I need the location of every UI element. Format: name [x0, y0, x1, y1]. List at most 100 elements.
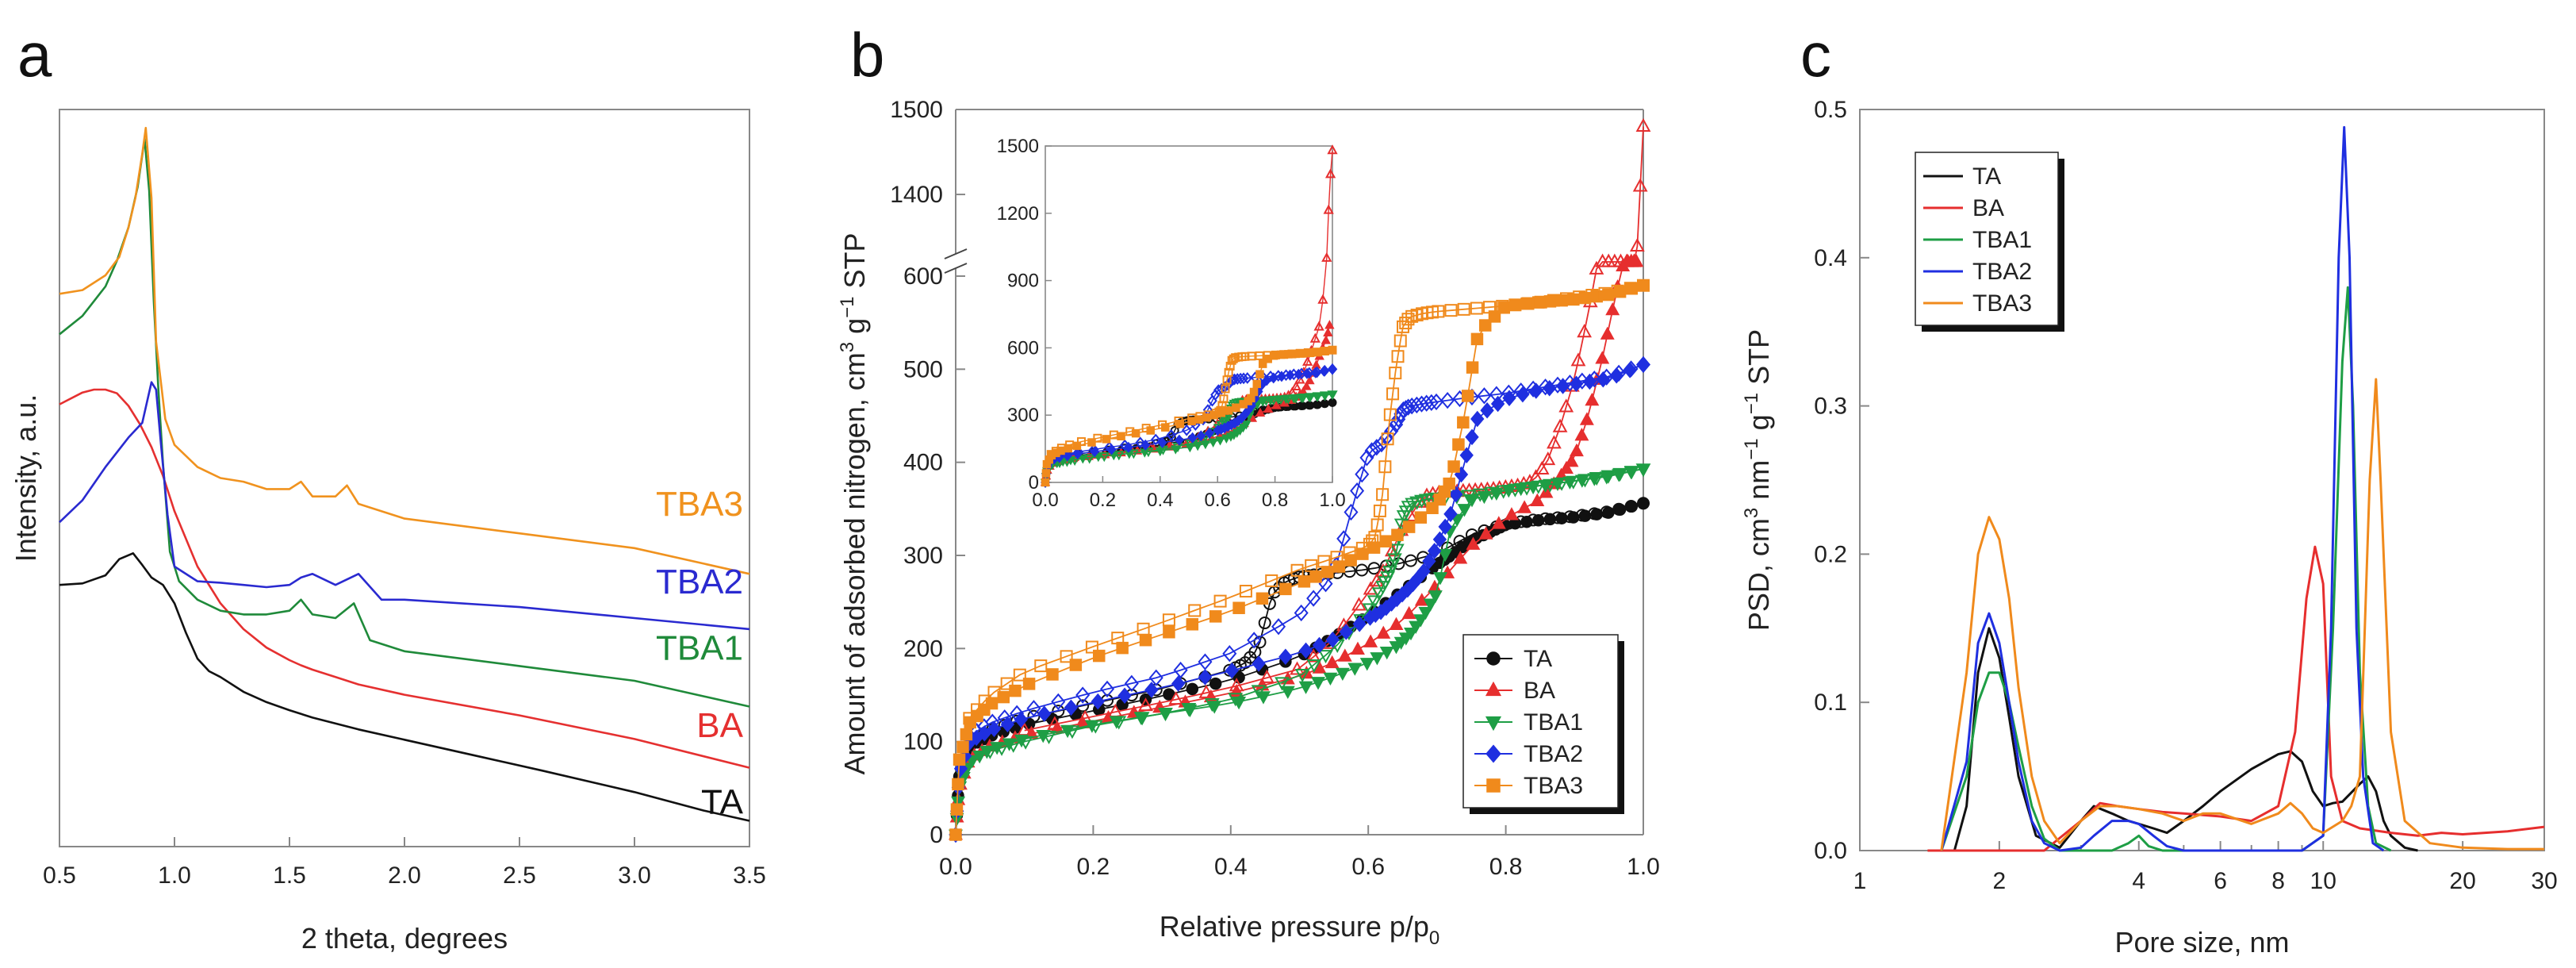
- panel-b-point-tba3: [1363, 537, 1376, 551]
- panel-b-point-ba: [1629, 237, 1645, 252]
- panel-c-xtick-label: 20: [2449, 868, 2475, 894]
- panel-b-ytick-label: 300: [903, 543, 943, 569]
- panel-b-point-tba3: [1389, 367, 1402, 380]
- panel-b-inset-point-tba2: [1089, 444, 1099, 455]
- panel-b-point-ba: [1259, 669, 1275, 683]
- panel-b-point-ba: [1632, 178, 1648, 192]
- panel-b-point-tba1: [1134, 712, 1150, 726]
- panel-b-point-ba: [1595, 351, 1610, 364]
- panel-b-point-tba2: [1636, 356, 1650, 373]
- panel-b-legend-marker-tba2: [1485, 744, 1501, 763]
- panel-b-point-tba1: [1087, 720, 1103, 734]
- panel-b-point-tba3: [1009, 684, 1022, 697]
- panel-c-xlabel: Pore size, nm: [2114, 926, 2289, 958]
- panel-b-point-tba3: [1399, 317, 1413, 330]
- panel-b-point-tba1: [1379, 647, 1394, 660]
- panel-b-inset-point-tba3: [1263, 351, 1272, 360]
- panel-b-point-ta: [1052, 705, 1065, 718]
- panel-b-legend-marker-ta: [1486, 651, 1501, 666]
- panel-b-point-tba3: [1637, 278, 1650, 292]
- panel-b-xtick-label: 0.4: [1214, 854, 1248, 880]
- panel-b-point-tba1: [1531, 480, 1547, 494]
- panel-b-inset-point-tba3: [1117, 432, 1125, 441]
- panel-c-ylabel-part: g: [1742, 414, 1775, 438]
- panel-b-point-ta: [1539, 512, 1552, 525]
- panel-b-point-tba1: [982, 745, 998, 759]
- panel-b-inset-point-tba3: [1046, 450, 1056, 459]
- panel-b-point-tba3: [1457, 416, 1470, 429]
- panel-b-inset-point-tba3: [1211, 409, 1221, 418]
- panel-b-point-tba1: [1554, 477, 1570, 491]
- panel-b-inset-point-ba: [1327, 144, 1338, 155]
- panel-b-inset-point-tba3: [1131, 428, 1140, 438]
- panel-b-point-tba1: [1428, 590, 1443, 604]
- panel-b-point-tba2: [1538, 378, 1553, 396]
- panel-b-inset-point-tba3: [1271, 350, 1281, 359]
- panel-b-point-tba3: [1069, 659, 1083, 671]
- panel-b-point-tba2: [976, 718, 991, 736]
- panel-b-point-tba2: [1198, 669, 1213, 686]
- panel-b-chart: 0.0 0.2 0.4 0.6 0.8 1.00100200300400500600140…: [837, 97, 1660, 949]
- panel-b-point-tba3: [953, 753, 966, 766]
- panel-b-inset-point-tba3: [1295, 348, 1305, 358]
- panel-b-point-tba3: [1483, 301, 1497, 314]
- panel-b-point-tba2: [1359, 449, 1374, 467]
- panel-b-inset-point-tba3: [1303, 348, 1313, 357]
- panel-b-point-tba1: [1064, 725, 1080, 739]
- panel-b-ytick-label: 400: [903, 450, 943, 476]
- panel-b-point-tba2: [1000, 716, 1015, 733]
- panel-b-point-tba2: [1124, 674, 1139, 692]
- panel-b-point-ta: [1186, 682, 1199, 696]
- panel-b-point-tba2: [1391, 410, 1406, 428]
- panel-b-point-ta: [1600, 505, 1613, 519]
- panel-b-inset-point-tba3: [1187, 413, 1197, 423]
- panel-b-inset-point-tba1: [1098, 452, 1110, 463]
- panel-b-point-tba1: [1438, 548, 1453, 563]
- panel-b-point-ba: [1491, 516, 1506, 529]
- panel-b-inset-point-tba2: [1304, 367, 1315, 379]
- panel-b-point-tba2: [1526, 380, 1541, 398]
- panel-b-point-tba2: [1422, 552, 1436, 570]
- panel-b-legend-marker-ba: [1485, 681, 1502, 697]
- panel-b-point-tba3: [1391, 528, 1404, 541]
- panel-b-inset-series-tba3: [1041, 345, 1337, 487]
- panel-c-chart: 1 2 4 6 8 10 20 30 0.0 0.1 0.2 0.3 0.4 0.5 Pore size, …: [1741, 97, 2558, 958]
- panel-c-xtick-label: 1: [1853, 868, 1867, 894]
- panel-b-axis-break-mark: [944, 263, 968, 274]
- panel-b-inset-point-tba1: [1320, 391, 1331, 401]
- panel-b-point-tba3: [1573, 290, 1586, 304]
- panel-b-point-ba: [1384, 543, 1400, 557]
- panel-b-point-tba2: [1443, 505, 1458, 523]
- panel-b-inset-point-tba2: [1175, 434, 1184, 446]
- panel-b-ytick-label: 1400: [890, 182, 943, 208]
- panel-b-point-tba1: [1612, 467, 1628, 482]
- panel-c-series-ba: [1927, 545, 2545, 852]
- panel-c-ytick-label: 0.3: [1814, 394, 1847, 420]
- panel-b-point-ba: [1577, 324, 1593, 338]
- panel-b-inset-point-tba1: [1282, 394, 1294, 405]
- panel-b-ytick-label: 100: [903, 729, 943, 755]
- panel-b-point-tba1: [1294, 668, 1310, 683]
- panel-b-point-tba3: [1317, 555, 1331, 568]
- panel-b-point-tba2: [1432, 531, 1447, 548]
- panel-b-point-tba2: [1490, 395, 1505, 413]
- panel-b-point-tba3: [956, 740, 969, 754]
- panel-b-point-tba3: [1343, 546, 1356, 559]
- panel-b-point-tba2: [1574, 372, 1589, 390]
- panel-b-point-tba1: [1311, 677, 1325, 690]
- panel-a-series-ba: [59, 388, 750, 769]
- panel-b-point-tba1: [1484, 486, 1500, 501]
- panel-c-ylabel-sup: −1: [1741, 393, 1762, 414]
- panel-b-point-tba3: [1085, 640, 1098, 654]
- panel-b-point-tba2: [1171, 675, 1186, 692]
- panel-b-point-tba2: [1336, 530, 1351, 547]
- panel-b-point-tba2: [1306, 590, 1321, 607]
- panel-b-point-tba3: [1255, 592, 1269, 605]
- panel-c-ylabel-part: STP: [1742, 329, 1775, 393]
- panel-b-ylabel-part: STP: [838, 232, 871, 296]
- panel-b-point-ba: [1337, 648, 1352, 662]
- panel-c-xtick-label: 30: [2531, 868, 2557, 894]
- panel-b-inset-point-tba2: [1187, 432, 1198, 444]
- panel-b-point-tba2: [1352, 616, 1367, 632]
- panel-c-legend-label-ta: TA: [1972, 163, 2001, 190]
